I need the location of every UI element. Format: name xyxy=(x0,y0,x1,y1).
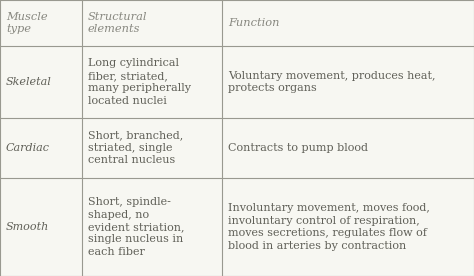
Text: Contracts to pump blood: Contracts to pump blood xyxy=(228,143,368,153)
Text: Short, spindle-
shaped, no
evident striation,
single nucleus in
each fiber: Short, spindle- shaped, no evident stria… xyxy=(88,197,184,257)
Text: Function: Function xyxy=(228,18,280,28)
Text: Cardiac: Cardiac xyxy=(6,143,50,153)
Text: Voluntary movement, produces heat,
protects organs: Voluntary movement, produces heat, prote… xyxy=(228,71,436,93)
Text: Involuntary movement, moves food,
involuntary control of respiration,
moves secr: Involuntary movement, moves food, involu… xyxy=(228,203,430,251)
Text: Long cylindrical
fiber, striated,
many peripherally
located nuclei: Long cylindrical fiber, striated, many p… xyxy=(88,59,191,106)
Text: Short, branched,
striated, single
central nucleus: Short, branched, striated, single centra… xyxy=(88,131,183,165)
Text: Smooth: Smooth xyxy=(6,222,49,232)
Text: Structural
elements: Structural elements xyxy=(88,12,147,34)
Text: Muscle
type: Muscle type xyxy=(6,12,47,34)
Text: Skeletal: Skeletal xyxy=(6,77,52,87)
